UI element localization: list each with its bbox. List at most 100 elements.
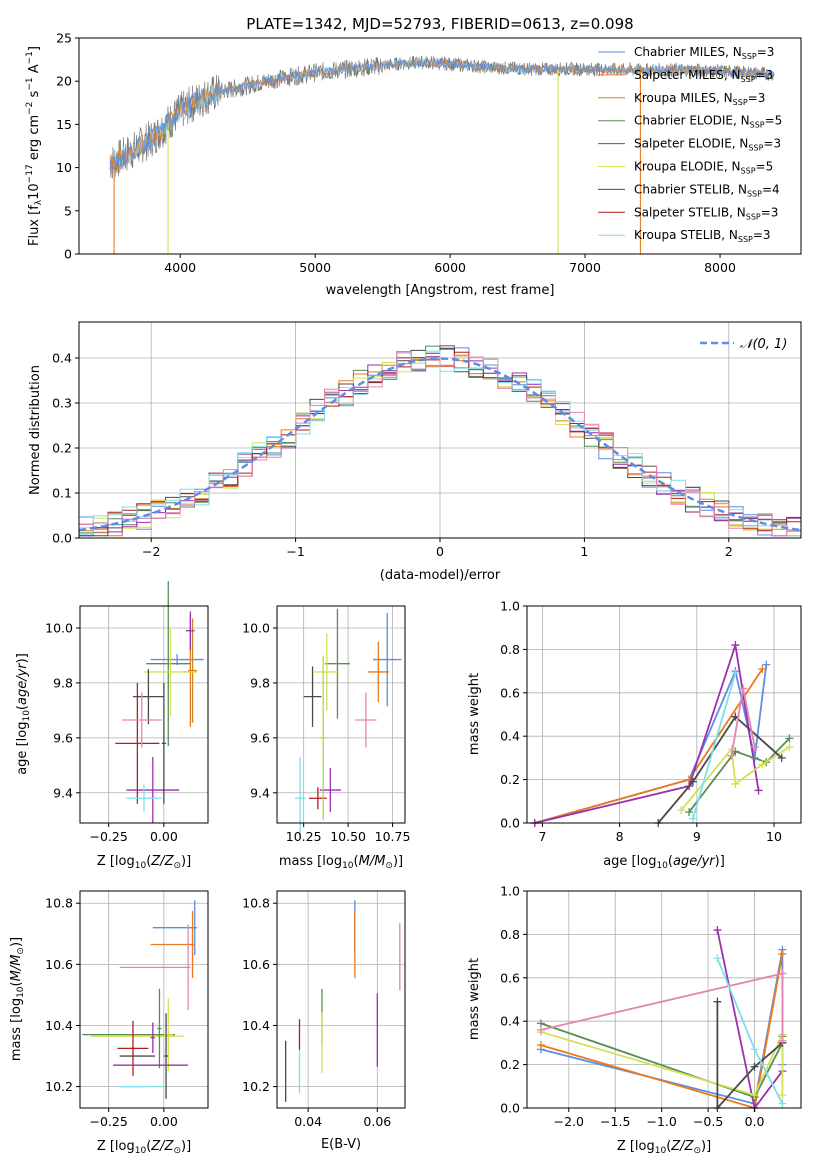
- x-tick-label: 4000: [164, 260, 196, 275]
- y-tick-label: 5: [64, 203, 72, 218]
- legend-label: Chabrier STELIB, NSSP=4: [634, 182, 780, 198]
- mass-vs-ebv-panel: 0.04 0.06 10.2 10.4 10.6 10.8 E(B-V): [242, 890, 406, 1152]
- spectrum-ylabel: Flux [fλ10−17 erg cm−2 s−1 A−1]: [25, 46, 44, 246]
- x-tick-label: 2: [725, 544, 733, 559]
- weight-marker: [536, 1041, 545, 1050]
- residuals-xlabel: (data-model)/error: [380, 568, 501, 583]
- spectrum-xlabel: wavelength [Angstrom, rest frame]: [326, 283, 555, 298]
- weight-marker: [750, 1090, 759, 1099]
- y-tick-label: 9.6: [250, 730, 270, 745]
- weight-marker: [750, 743, 759, 752]
- weight-marker: [750, 1062, 759, 1071]
- spectrum-legend: Chabrier MILES, NSSP=3 Salpeter MILES, NS…: [598, 45, 782, 244]
- x-tick-label: 7: [538, 829, 546, 844]
- x-tick-label: 0.00: [150, 1114, 178, 1129]
- weight-marker: [758, 664, 767, 673]
- y-tick-label: 0.2: [52, 441, 72, 456]
- x-tick-label: −1: [286, 544, 304, 559]
- y-tick-label: 10.6: [45, 957, 73, 972]
- x-tick-label: 8000: [704, 260, 736, 275]
- residuals-panel: −2 −1 0 1 2 0.0 0.1 0.2 0.3 0.4 𝒩(0, 1) (data-mod…: [28, 321, 802, 583]
- y-tick-label: 10.8: [45, 896, 73, 911]
- weight-marker: [731, 779, 740, 788]
- weight-marker: [731, 669, 740, 678]
- y-tick-label: 9.4: [250, 785, 270, 800]
- mass-ebv-xlabel: E(B-V): [321, 1137, 361, 1152]
- weight-marker: [778, 1090, 787, 1099]
- y-tick-label: 10.0: [242, 620, 270, 635]
- legend-label: Kroupa STELIB, NSSP=3: [634, 228, 771, 244]
- residuals-legend-label: 𝒩(0, 1): [740, 337, 787, 352]
- weight-z-ylabel: mass weight: [467, 958, 482, 1040]
- y-tick-label: 0.6: [500, 970, 520, 985]
- x-tick-label: 10.75: [375, 829, 411, 844]
- y-tick-label: 0.6: [500, 685, 520, 700]
- residuals-ylabel: Normed distribution: [28, 365, 43, 495]
- weight-marker: [727, 751, 736, 760]
- histogram-step-pink: [79, 351, 801, 537]
- y-tick-label: 9.8: [250, 675, 270, 690]
- y-tick-label: 0.0: [500, 816, 520, 831]
- y-tick-label: 10.0: [45, 620, 73, 635]
- weight-marker: [778, 1099, 787, 1108]
- y-tick-label: 10.6: [242, 957, 270, 972]
- x-tick-label: −0.25: [90, 1114, 128, 1129]
- weight-vs-age-panel: 7 8 9 10 0.0 0.2 0.4 0.6 0.8 1.0 age [log10(age/y…: [467, 599, 802, 871]
- weight-series-line: [540, 1031, 784, 1097]
- y-tick-label: 0.0: [500, 1101, 520, 1116]
- age-vs-metallicity-panel: −0.25 0.00 9.4 9.6 9.8 10.0 Z [log10(Z/Z⊙)] a…: [15, 581, 209, 871]
- y-tick-label: 0.1: [52, 486, 72, 501]
- x-tick-label: 0.00: [150, 829, 178, 844]
- y-tick-label: 10.8: [242, 896, 270, 911]
- x-tick-label: 10.25: [286, 829, 322, 844]
- legend-label: Kroupa MILES, NSSP=3: [634, 91, 765, 107]
- weight-marker: [778, 1036, 787, 1045]
- y-tick-label: 1.0: [500, 884, 520, 899]
- histogram-step-kroupa_stelib: [79, 350, 801, 537]
- legend-label: Salpeter ELODIE, NSSP=3: [634, 137, 781, 153]
- mass-vs-metallicity-panel: −0.25 0.00 10.2 10.4 10.6 10.8 Z [log10(Z/Z⊙)…: [9, 890, 209, 1156]
- y-tick-label: 25: [56, 31, 72, 46]
- x-tick-label: −1.0: [646, 1114, 676, 1129]
- y-tick-label: 9.8: [53, 675, 73, 690]
- weight-marker: [754, 786, 763, 795]
- legend-label: Chabrier ELODIE, NSSP=5: [634, 114, 782, 130]
- y-tick-label: 10.2: [242, 1079, 270, 1094]
- weight-marker: [713, 926, 722, 935]
- age-vs-mass-panel: 10.25 10.50 10.75 9.4 9.6 9.8 10.0 mass [log10…: [242, 605, 411, 871]
- weight-series-line: [692, 673, 737, 819]
- y-tick-label: 9.4: [53, 785, 73, 800]
- weight-marker: [785, 734, 794, 743]
- y-tick-label: 9.6: [53, 730, 73, 745]
- y-tick-label: 0.2: [500, 772, 520, 787]
- x-tick-label: 7000: [569, 260, 601, 275]
- y-tick-label: 10.4: [242, 1018, 270, 1033]
- y-tick-label: 0.3: [52, 396, 72, 411]
- y-tick-label: 10: [56, 160, 72, 175]
- spectrum-panel: PLATE=1342, MJD=52793, FIBERID=0613, z=0…: [25, 15, 802, 298]
- age-z-ylabel: age [log10(age/yr)]: [15, 653, 32, 775]
- weight-marker: [777, 753, 786, 762]
- spectrum-title: PLATE=1342, MJD=52793, FIBERID=0613, z=0…: [246, 15, 633, 33]
- y-tick-label: 0.4: [500, 729, 520, 744]
- weight-z-xlabel: Z [log10(Z/Z⊙)]: [617, 1139, 711, 1156]
- x-tick-label: −0.5: [693, 1114, 723, 1129]
- weight-marker: [536, 1025, 545, 1034]
- y-tick-label: 20: [56, 74, 72, 89]
- weight-marker: [739, 684, 748, 693]
- weight-series-line: [657, 715, 783, 824]
- weight-marker: [688, 814, 697, 823]
- weight-marker: [750, 1045, 759, 1054]
- mass-z-xlabel: Z [log10(Z/Z⊙)]: [97, 1139, 191, 1156]
- x-tick-label: 6000: [434, 260, 466, 275]
- x-tick-label: −1.5: [600, 1114, 630, 1129]
- y-tick-label: 0.2: [500, 1057, 520, 1072]
- y-tick-label: 1.0: [500, 599, 520, 614]
- model-spectrum-chabrier_miles: [109, 58, 775, 170]
- x-tick-label: 10.50: [330, 829, 366, 844]
- weight-marker: [778, 949, 787, 958]
- y-tick-label: 0: [64, 247, 72, 262]
- weight-age-xlabel: age [log10(age/yr)]: [603, 854, 725, 871]
- weight-series-line: [688, 737, 791, 813]
